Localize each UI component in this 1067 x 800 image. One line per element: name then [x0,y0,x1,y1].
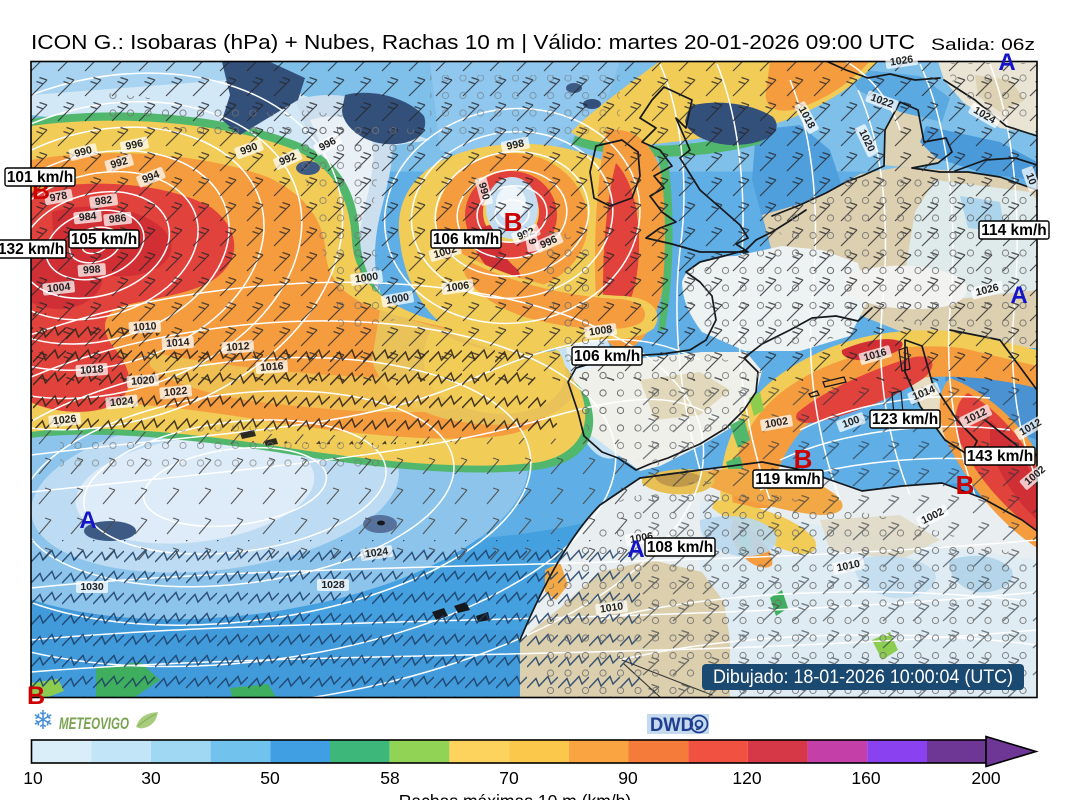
svg-text:A: A [79,507,96,534]
svg-text:1002: 1002 [764,415,789,431]
svg-text:METEOVIGO: METEOVIGO [59,715,129,733]
svg-text:B: B [27,682,45,710]
svg-text:998: 998 [83,263,101,276]
svg-text:B: B [794,444,813,474]
svg-text:998: 998 [506,137,526,152]
svg-text:106 km/h: 106 km/h [433,231,499,248]
svg-text:1022: 1022 [163,385,188,399]
svg-text:1026: 1026 [52,413,77,427]
svg-text:❄: ❄ [32,705,54,735]
svg-text:200: 200 [971,768,1000,788]
svg-text:9: 9 [526,238,539,246]
svg-text:1026: 1026 [889,53,914,68]
svg-text:1028: 1028 [321,579,345,591]
svg-text:123 km/h: 123 km/h [872,411,938,428]
svg-text:101 km/h: 101 km/h [7,169,73,186]
svg-text:1000: 1000 [354,270,379,285]
svg-text:50: 50 [260,768,280,788]
svg-text:1000: 1000 [385,291,410,307]
svg-text:982: 982 [94,194,113,208]
svg-text:978: 978 [49,190,68,205]
svg-text:1006: 1006 [445,279,470,294]
svg-text:990: 990 [73,144,93,160]
svg-text:992: 992 [109,155,129,171]
svg-text:1004: 1004 [46,281,71,295]
svg-text:1026: 1026 [974,281,1000,298]
svg-text:10: 10 [23,768,43,788]
svg-text:A: A [998,49,1015,76]
svg-text:A: A [627,536,644,563]
svg-text:Salida: 06z: Salida: 06z [931,35,1035,54]
svg-text:1024: 1024 [364,545,389,560]
svg-text:1010: 1010 [599,600,624,615]
svg-text:A: A [1010,282,1027,309]
svg-text:132 km/h: 132 km/h [0,241,64,258]
svg-text:996: 996 [125,137,145,152]
svg-text:114 km/h: 114 km/h [981,222,1047,239]
svg-text:1008: 1008 [588,323,613,338]
svg-text:143 km/h: 143 km/h [967,448,1033,465]
svg-text:1018: 1018 [80,363,104,377]
svg-text:984: 984 [78,210,97,224]
svg-text:1030: 1030 [80,581,104,593]
svg-text:B: B [956,470,975,500]
svg-text:119 km/h: 119 km/h [755,471,821,488]
svg-text:ICON G.: Isobaras (hPa) + Nube: ICON G.: Isobaras (hPa) + Nubes, Rachas … [31,32,915,54]
svg-text:DWD: DWD [650,715,694,736]
svg-text:105 km/h: 105 km/h [71,231,137,248]
svg-text:120: 120 [732,768,761,788]
svg-text:1014: 1014 [166,336,190,350]
svg-text:90: 90 [618,768,638,788]
svg-text:10: 10 [1023,171,1038,186]
svg-text:108 km/h: 108 km/h [647,539,713,556]
svg-text:70: 70 [499,768,519,788]
svg-text:B: B [504,207,523,237]
svg-text:1020: 1020 [131,374,155,388]
svg-text:Dibujado: 18-01-2026 10:00:04: Dibujado: 18-01-2026 10:00:04 (UTC) [713,667,1013,688]
svg-text:30: 30 [141,768,161,788]
svg-text:1012: 1012 [226,340,250,354]
svg-text:160: 160 [851,768,880,788]
svg-text:1016: 1016 [260,360,284,374]
svg-text:1010: 1010 [133,320,157,334]
svg-text:58: 58 [380,768,399,788]
svg-text:1010: 1010 [836,558,861,575]
svg-text:990: 990 [476,181,492,201]
svg-text:100: 100 [841,413,862,430]
svg-text:990: 990 [239,140,260,157]
svg-text:986: 986 [108,212,127,226]
svg-text:1024: 1024 [109,395,134,409]
svg-text:106 km/h: 106 km/h [574,348,640,365]
svg-text:Rachas máximas 10 m (km/h): Rachas máximas 10 m (km/h) [399,791,631,800]
